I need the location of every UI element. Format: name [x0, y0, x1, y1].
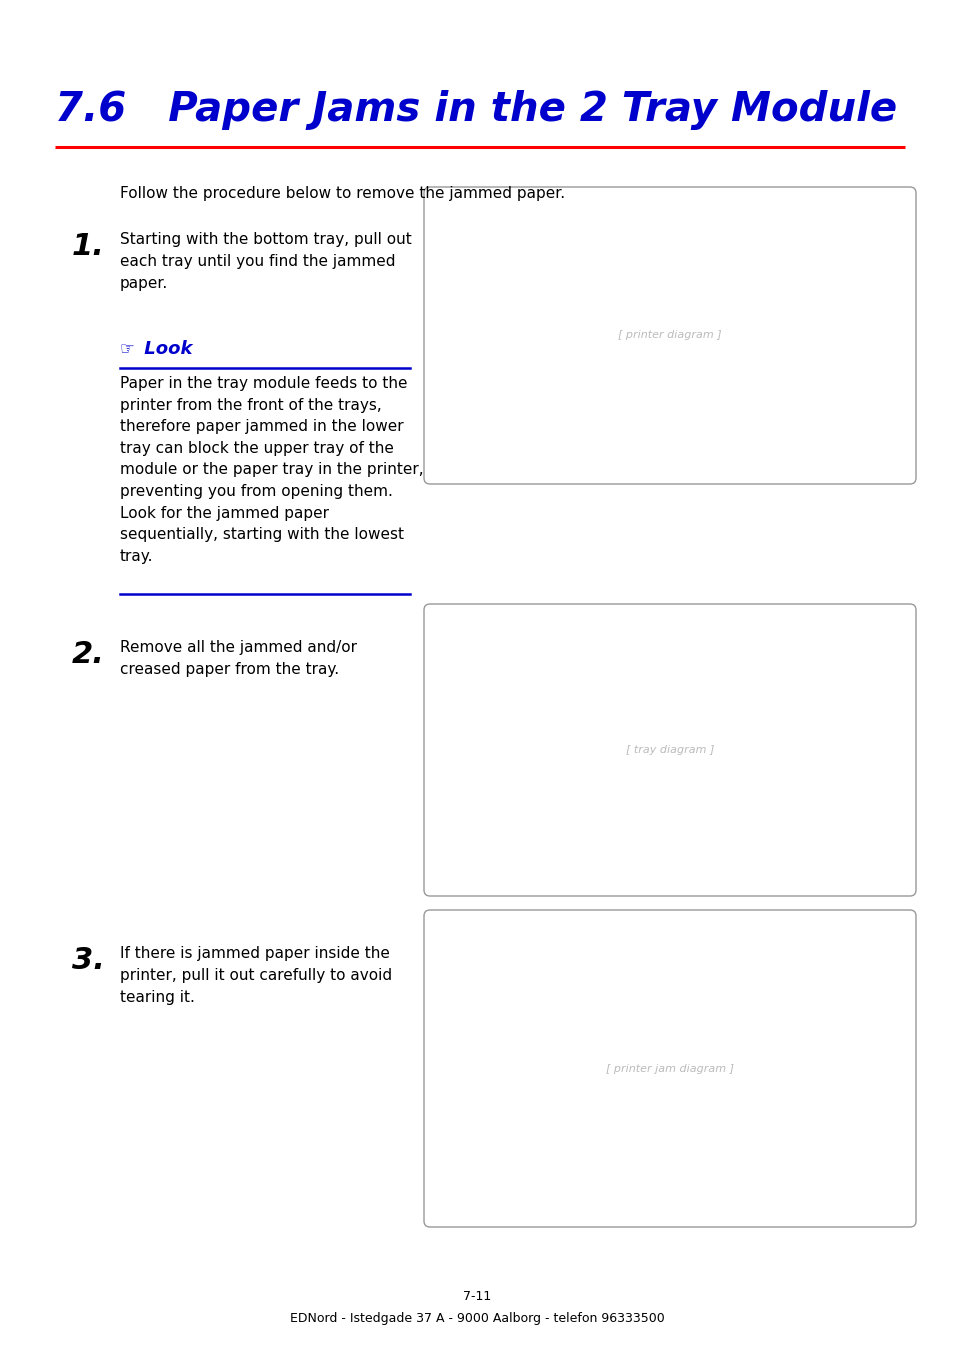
Text: [ tray diagram ]: [ tray diagram ] — [625, 744, 714, 755]
FancyBboxPatch shape — [423, 911, 915, 1227]
Text: 7.6   Paper Jams in the 2 Tray Module: 7.6 Paper Jams in the 2 Tray Module — [55, 91, 896, 130]
Text: 2.: 2. — [71, 640, 105, 669]
Text: [ printer jam diagram ]: [ printer jam diagram ] — [605, 1063, 733, 1074]
Text: 7-11: 7-11 — [462, 1290, 491, 1302]
Text: If there is jammed paper inside the
printer, pull it out carefully to avoid
tear: If there is jammed paper inside the prin… — [120, 946, 392, 1005]
Text: ☞: ☞ — [120, 340, 134, 358]
Text: [ printer diagram ]: [ printer diagram ] — [618, 331, 721, 340]
Text: Starting with the bottom tray, pull out
each tray until you find the jammed
pape: Starting with the bottom tray, pull out … — [120, 232, 412, 292]
FancyBboxPatch shape — [423, 604, 915, 896]
Text: 1.: 1. — [71, 232, 105, 261]
Text: Look: Look — [138, 340, 193, 358]
Text: 3.: 3. — [71, 946, 105, 975]
Text: Paper in the tray module feeds to the
printer from the front of the trays,
there: Paper in the tray module feeds to the pr… — [120, 376, 423, 563]
Text: EDNord - Istedgade 37 A - 9000 Aalborg - telefon 96333500: EDNord - Istedgade 37 A - 9000 Aalborg -… — [290, 1312, 663, 1325]
FancyBboxPatch shape — [423, 186, 915, 484]
Text: Remove all the jammed and/or
creased paper from the tray.: Remove all the jammed and/or creased pap… — [120, 640, 356, 677]
Text: Follow the procedure below to remove the jammed paper.: Follow the procedure below to remove the… — [120, 186, 564, 201]
